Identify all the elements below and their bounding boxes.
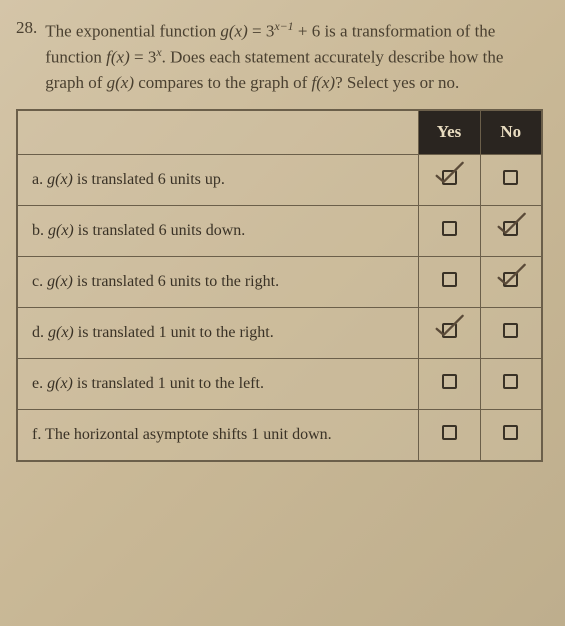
statement-cell: f. The horizontal asymptote shifts 1 uni… bbox=[17, 409, 418, 461]
checkbox-icon bbox=[442, 221, 457, 236]
header-yes: Yes bbox=[418, 110, 480, 154]
table-row: a. g(x) is translated 6 units up. bbox=[17, 154, 542, 205]
no-cell[interactable] bbox=[480, 409, 542, 461]
header-no: No bbox=[480, 110, 542, 154]
checkbox-icon bbox=[503, 170, 518, 185]
table-row: b. g(x) is translated 6 units down. bbox=[17, 205, 542, 256]
question-block: 28. The exponential function g(x) = 3x−1… bbox=[16, 18, 543, 95]
checkbox-icon bbox=[442, 425, 457, 440]
yes-cell[interactable] bbox=[418, 358, 480, 409]
yes-cell[interactable] bbox=[418, 154, 480, 205]
checkbox-icon bbox=[442, 323, 457, 338]
no-cell[interactable] bbox=[480, 307, 542, 358]
statement-cell: b. g(x) is translated 6 units down. bbox=[17, 205, 418, 256]
statement-cell: d. g(x) is translated 1 unit to the righ… bbox=[17, 307, 418, 358]
checkbox-icon bbox=[503, 272, 518, 287]
question-text: The exponential function g(x) = 3x−1 + 6… bbox=[45, 18, 543, 95]
checkbox-icon bbox=[503, 323, 518, 338]
table-row: c. g(x) is translated 6 units to the rig… bbox=[17, 256, 542, 307]
yes-cell[interactable] bbox=[418, 307, 480, 358]
statement-cell: a. g(x) is translated 6 units up. bbox=[17, 154, 418, 205]
no-cell[interactable] bbox=[480, 205, 542, 256]
checkbox-icon bbox=[442, 170, 457, 185]
no-cell[interactable] bbox=[480, 256, 542, 307]
statement-cell: c. g(x) is translated 6 units to the rig… bbox=[17, 256, 418, 307]
answer-table: Yes No a. g(x) is translated 6 units up.… bbox=[16, 109, 543, 462]
statement-cell: e. g(x) is translated 1 unit to the left… bbox=[17, 358, 418, 409]
checkbox-icon bbox=[503, 374, 518, 389]
question-number: 28. bbox=[16, 18, 37, 95]
checkbox-icon bbox=[503, 425, 518, 440]
yes-cell[interactable] bbox=[418, 205, 480, 256]
table-row: e. g(x) is translated 1 unit to the left… bbox=[17, 358, 542, 409]
table-row: d. g(x) is translated 1 unit to the righ… bbox=[17, 307, 542, 358]
no-cell[interactable] bbox=[480, 358, 542, 409]
yes-cell[interactable] bbox=[418, 256, 480, 307]
table-row: f. The horizontal asymptote shifts 1 uni… bbox=[17, 409, 542, 461]
checkbox-icon bbox=[442, 272, 457, 287]
checkbox-icon bbox=[503, 221, 518, 236]
checkbox-icon bbox=[442, 374, 457, 389]
yes-cell[interactable] bbox=[418, 409, 480, 461]
no-cell[interactable] bbox=[480, 154, 542, 205]
header-empty bbox=[17, 110, 418, 154]
